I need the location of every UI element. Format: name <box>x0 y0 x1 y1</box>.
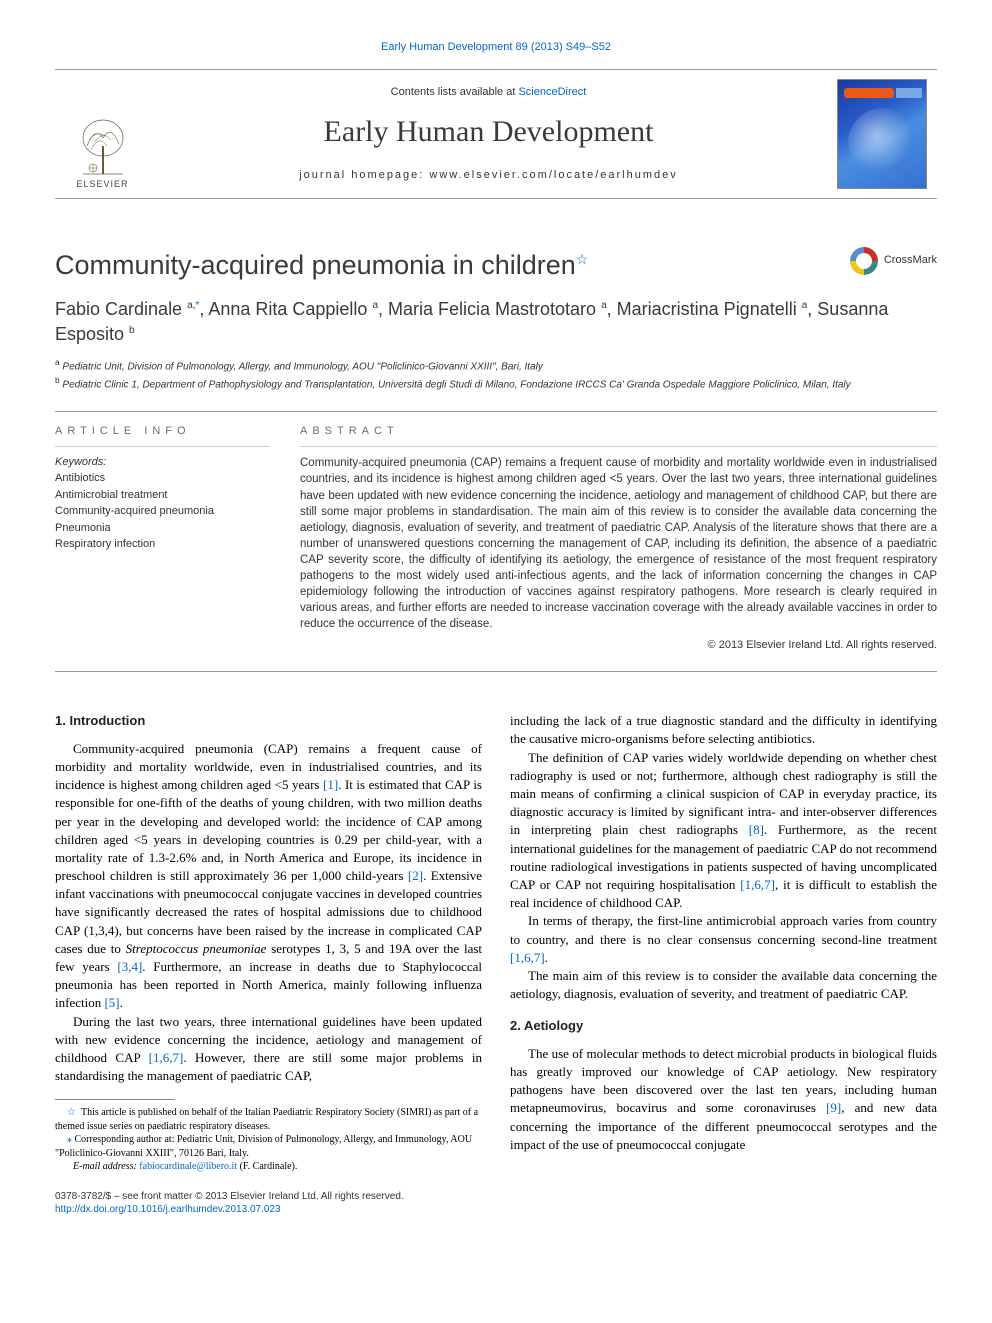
ref-link[interactable]: [1,6,7] <box>149 1050 184 1065</box>
email-link[interactable]: fabiocardinale@libero.it <box>139 1161 237 1172</box>
abstract-text: Community-acquired pneumonia (CAP) remai… <box>300 455 937 632</box>
footnote-star: ☆ This article is published on behalf of… <box>55 1106 482 1133</box>
section-divider <box>55 411 937 412</box>
email-label: E-mail address: <box>73 1161 137 1172</box>
ref-link[interactable]: [1,6,7] <box>740 877 775 892</box>
ref-link[interactable]: [1,6,7] <box>510 950 545 965</box>
affiliations-list: a Pediatric Unit, Division of Pulmonolog… <box>55 356 937 393</box>
affiliation-marker: a <box>802 300 808 311</box>
body-paragraph: The definition of CAP varies widely worl… <box>510 749 937 913</box>
email-person: (F. Cardinale). <box>240 1161 298 1172</box>
crossmark-label: CrossMark <box>884 253 937 268</box>
contents-prefix: Contents lists available at <box>391 86 519 98</box>
journal-cover-region <box>827 70 937 198</box>
masthead: ELSEVIER Contents lists available at Sci… <box>55 69 937 199</box>
affiliation-sup: a <box>55 357 60 367</box>
section-divider <box>55 671 937 672</box>
asterisk-icon: ⁎ <box>67 1134 72 1145</box>
ref-link[interactable]: [1] <box>323 777 338 792</box>
sciencedirect-link[interactable]: ScienceDirect <box>518 86 586 98</box>
footnotes-block: ☆ This article is published on behalf of… <box>55 1106 482 1174</box>
article-info-label: article info <box>55 424 270 439</box>
body-paragraph: The use of molecular methods to detect m… <box>510 1045 937 1154</box>
right-column: including the lack of a true diagnostic … <box>510 712 937 1174</box>
body-two-columns: 1. Introduction Community-acquired pneum… <box>55 712 937 1174</box>
keyword-item: Antibiotics <box>55 470 270 487</box>
body-paragraph: During the last two years, three interna… <box>55 1013 482 1086</box>
publisher-logo-region: ELSEVIER <box>55 70 150 198</box>
affiliation-sup: b <box>55 375 60 385</box>
abstract-copyright: © 2013 Elsevier Ireland Ltd. All rights … <box>300 638 937 653</box>
journal-homepage-line: journal homepage: www.elsevier.com/locat… <box>299 168 678 183</box>
journal-name: Early Human Development <box>324 112 654 153</box>
affiliation-item: a Pediatric Unit, Division of Pulmonolog… <box>55 356 937 374</box>
authors-list: Fabio Cardinale a,*, Anna Rita Cappiello… <box>55 297 937 346</box>
footnote-corresponding: ⁎ Corresponding author at: Pediatric Uni… <box>55 1133 482 1160</box>
page-footer: 0378-3782/$ – see front matter © 2013 El… <box>55 1190 937 1217</box>
cover-art-icon <box>848 108 918 178</box>
keywords-label: Keywords: <box>55 455 270 470</box>
abstract-label: abstract <box>300 424 937 439</box>
masthead-center: Contents lists available at ScienceDirec… <box>150 70 827 198</box>
crossmark-badge[interactable]: CrossMark <box>850 247 937 275</box>
elsevier-tree-icon <box>75 116 131 176</box>
left-column: 1. Introduction Community-acquired pneum… <box>55 712 482 1174</box>
ref-link[interactable]: [5] <box>104 995 119 1010</box>
journal-cover-thumbnail[interactable] <box>837 79 927 189</box>
doi-link[interactable]: http://dx.doi.org/10.1016/j.earlhumdev.2… <box>55 1204 281 1215</box>
keywords-list: AntibioticsAntimicrobial treatmentCommun… <box>55 470 270 553</box>
keyword-item: Community-acquired pneumonia <box>55 503 270 520</box>
ref-link[interactable]: [2] <box>408 868 423 883</box>
article-title-text: Community-acquired pneumonia in children <box>55 250 576 280</box>
body-paragraph: including the lack of a true diagnostic … <box>510 712 937 748</box>
info-divider <box>55 446 270 447</box>
ref-link[interactable]: [9] <box>826 1100 841 1115</box>
affiliation-marker: a <box>601 300 607 311</box>
abstract-divider <box>300 446 937 447</box>
contents-line: Contents lists available at ScienceDirec… <box>391 85 587 100</box>
elsevier-wordmark: ELSEVIER <box>76 178 128 190</box>
keyword-item: Antimicrobial treatment <box>55 487 270 504</box>
body-paragraph: Community-acquired pneumonia (CAP) remai… <box>55 740 482 1013</box>
body-paragraph: In terms of therapy, the first-line anti… <box>510 912 937 967</box>
affiliation-item: b Pediatric Clinic 1, Department of Path… <box>55 374 937 392</box>
keyword-item: Respiratory infection <box>55 536 270 553</box>
keyword-item: Pneumonia <box>55 520 270 537</box>
article-info-column: article info Keywords: AntibioticsAntimi… <box>55 424 270 654</box>
affiliation-marker: a <box>372 300 378 311</box>
affiliation-marker: b <box>129 325 135 336</box>
article-header: CrossMark Community-acquired pneumonia i… <box>55 247 937 393</box>
info-abstract-row: article info Keywords: AntibioticsAntimi… <box>55 424 937 654</box>
star-icon: ☆ <box>67 1107 76 1118</box>
footnote-email: E-mail address: fabiocardinale@libero.it… <box>55 1160 482 1174</box>
elsevier-logo[interactable]: ELSEVIER <box>67 102 139 190</box>
crossmark-icon <box>850 247 878 275</box>
body-paragraph: The main aim of this review is to consid… <box>510 967 937 1003</box>
homepage-prefix: journal homepage: <box>299 169 429 181</box>
article-title: Community-acquired pneumonia in children… <box>55 247 937 283</box>
footnote-rule <box>55 1099 175 1100</box>
title-footnote-star[interactable]: ☆ <box>576 251 589 267</box>
ref-link[interactable]: [3,4] <box>117 959 142 974</box>
issn-line: 0378-3782/$ – see front matter © 2013 El… <box>55 1190 937 1204</box>
corresponding-marker[interactable]: * <box>195 300 199 311</box>
intro-heading: 1. Introduction <box>55 712 482 730</box>
homepage-url[interactable]: www.elsevier.com/locate/earlhumdev <box>429 169 677 181</box>
abstract-column: abstract Community-acquired pneumonia (C… <box>300 424 937 654</box>
species-italic: Streptococcus pneumoniae <box>126 941 267 956</box>
aetiology-heading: 2. Aetiology <box>510 1017 937 1035</box>
running-head-link[interactable]: Early Human Development 89 (2013) S49–S5… <box>55 40 937 55</box>
ref-link[interactable]: [8] <box>749 822 764 837</box>
